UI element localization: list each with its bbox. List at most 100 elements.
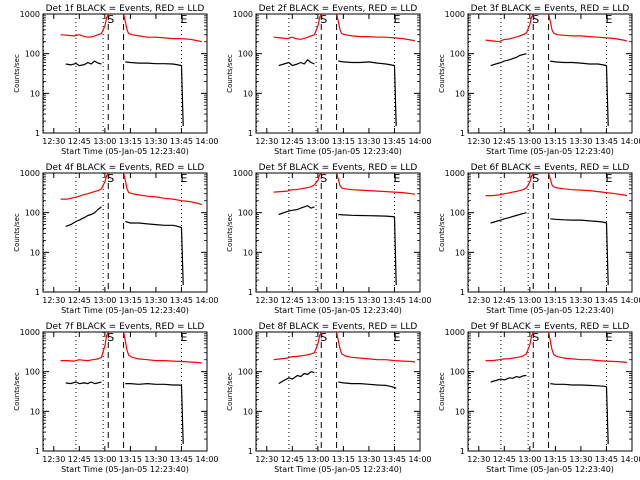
y-tick-label: 1 [248, 447, 253, 456]
time-marker-label: E [393, 331, 400, 344]
plot-frame [255, 331, 421, 452]
x-tick-label: 13:45 [383, 455, 406, 464]
y-tick-label: 10 [455, 407, 465, 416]
x-tick-label: 13:15 [544, 455, 567, 464]
y-axis-label: Counts/sec [13, 372, 21, 411]
y-tick-label: 10 [30, 248, 40, 257]
lld-series-line [123, 13, 203, 43]
y-tick-label: 100 [25, 209, 40, 218]
y-axis-label: Counts/sec [13, 213, 21, 252]
events-series-line [278, 59, 315, 67]
chart-title: Det 6f BLACK = Events, RED = LLD [471, 163, 630, 173]
chart-title: Det 3f BLACK = Events, RED = LLD [471, 4, 630, 14]
lld-series-line [336, 331, 415, 363]
plot-frame [467, 172, 633, 293]
chart-panel-3: Det 3f BLACK = Events, RED = LLD 1 10 100 10… [438, 4, 640, 156]
time-marker-label: S [107, 331, 114, 344]
y-tick-label: 1000 [20, 328, 40, 337]
x-axis-label: Start Time (05-Jan-05 12:23:40) [61, 306, 189, 315]
lld-series-line [273, 172, 322, 193]
events-series-line [490, 212, 527, 224]
y-tick-label: 100 [450, 368, 465, 377]
y-tick-label: 1 [35, 129, 40, 138]
y-tick-label: 100 [238, 368, 253, 377]
x-tick-label: 13:15 [332, 455, 355, 464]
y-tick-label: 10 [243, 89, 253, 98]
y-axis-label: Counts/sec [438, 54, 446, 93]
x-tick-label: 12:30 [255, 137, 278, 146]
plot-frame [467, 331, 633, 452]
plot-frame [467, 13, 633, 134]
plot-frame [42, 13, 208, 134]
plot-frame [255, 13, 421, 134]
events-series-line [125, 61, 184, 127]
time-marker-label: E [393, 13, 400, 26]
x-tick-label: 12:30 [467, 455, 490, 464]
y-axis-label: Counts/sec [13, 54, 21, 93]
x-tick-label: 13:00 [93, 455, 116, 464]
x-tick-label: 13:30 [144, 455, 167, 464]
y-axis-label: Counts/sec [226, 372, 234, 411]
x-tick-label: 13:00 [306, 137, 329, 146]
time-marker-label: S [320, 172, 327, 185]
x-axis-label: Start Time (05-Jan-05 12:23:40) [274, 147, 402, 156]
y-tick-label: 100 [25, 50, 40, 59]
chart-title: Det 7f BLACK = Events, RED = LLD [46, 322, 205, 332]
x-tick-label: 14:00 [408, 137, 431, 146]
lld-series-line [548, 13, 628, 42]
chart-title: Det 4f BLACK = Events, RED = LLD [46, 163, 205, 173]
time-marker-label: E [605, 172, 612, 185]
lld-series-line [273, 331, 322, 361]
x-tick-label: 13:30 [569, 455, 592, 464]
x-tick-label: 13:00 [306, 455, 329, 464]
events-series-line [125, 383, 184, 445]
events-series-line [550, 218, 609, 286]
y-tick-label: 1000 [445, 169, 465, 178]
y-tick-label: 10 [455, 248, 465, 257]
chart-panel-1: Det 1f BLACK = Events, RED = LLD 1 10 100 10… [13, 4, 219, 156]
events-series-line [278, 205, 315, 216]
y-axis-label: Counts/sec [226, 213, 234, 252]
lld-series-line [336, 13, 416, 42]
x-tick-label: 12:45 [281, 296, 304, 305]
x-tick-label: 13:45 [595, 296, 618, 305]
x-tick-label: 13:15 [119, 296, 142, 305]
chart-title: Det 8f BLACK = Events, RED = LLD [259, 322, 418, 332]
y-tick-label: 1000 [445, 10, 465, 19]
chart-title: Det 9f BLACK = Events, RED = LLD [471, 322, 630, 332]
time-marker-label: S [320, 331, 327, 344]
x-tick-label: 14:00 [195, 296, 218, 305]
time-marker-label: S [107, 13, 114, 26]
y-tick-label: 10 [243, 407, 253, 416]
time-marker-label: S [107, 172, 114, 185]
time-marker-label: S [532, 331, 539, 344]
x-axis-label: Start Time (05-Jan-05 12:23:40) [274, 465, 402, 474]
y-axis-label: Counts/sec [438, 372, 446, 411]
y-tick-label: 1000 [445, 328, 465, 337]
y-tick-label: 1000 [233, 328, 253, 337]
x-tick-label: 13:45 [383, 296, 406, 305]
lld-series-line [548, 331, 627, 364]
events-series-line [65, 206, 102, 227]
x-tick-label: 14:00 [620, 137, 640, 146]
plot-frame [42, 331, 208, 452]
x-axis-label: Start Time (05-Jan-05 12:23:40) [61, 465, 189, 474]
x-tick-label: 13:30 [144, 137, 167, 146]
plot-frame [255, 172, 421, 293]
y-tick-label: 10 [243, 248, 253, 257]
x-tick-label: 13:45 [595, 137, 618, 146]
time-marker-label: E [393, 172, 400, 185]
y-tick-label: 100 [25, 368, 40, 377]
x-tick-label: 12:45 [493, 455, 516, 464]
chart-panel-8: Det 8f BLACK = Events, RED = LLD 1 10 100 10… [226, 322, 432, 474]
y-tick-label: 10 [455, 89, 465, 98]
chart-panel-9: Det 9f BLACK = Events, RED = LLD 1 10 100 10… [438, 322, 640, 474]
lld-series-line [485, 172, 534, 197]
time-marker-label: S [320, 13, 327, 26]
x-axis-label: Start Time (05-Jan-05 12:23:40) [274, 306, 402, 315]
x-axis-label: Start Time (05-Jan-05 12:23:40) [486, 306, 614, 315]
y-axis-label: Counts/sec [226, 54, 234, 93]
time-marker-label: E [605, 331, 612, 344]
x-tick-label: 13:30 [569, 296, 592, 305]
x-tick-label: 13:30 [357, 455, 380, 464]
